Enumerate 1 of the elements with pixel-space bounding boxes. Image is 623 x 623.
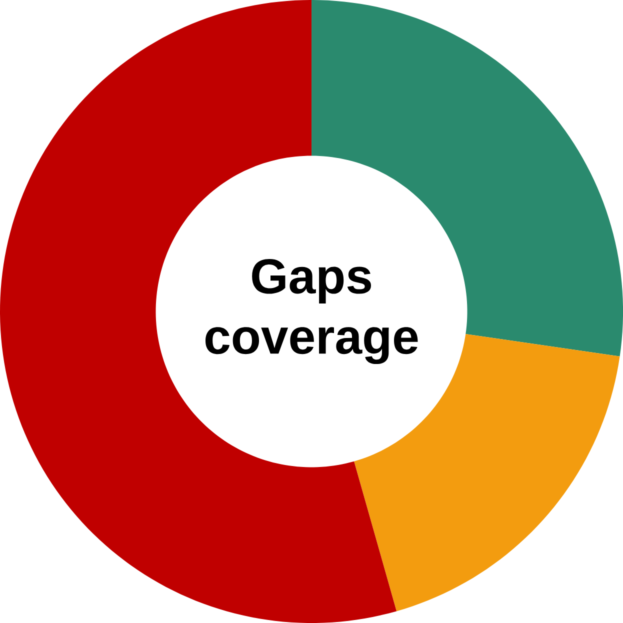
text: Gaps coverage — [206, 258, 418, 364]
